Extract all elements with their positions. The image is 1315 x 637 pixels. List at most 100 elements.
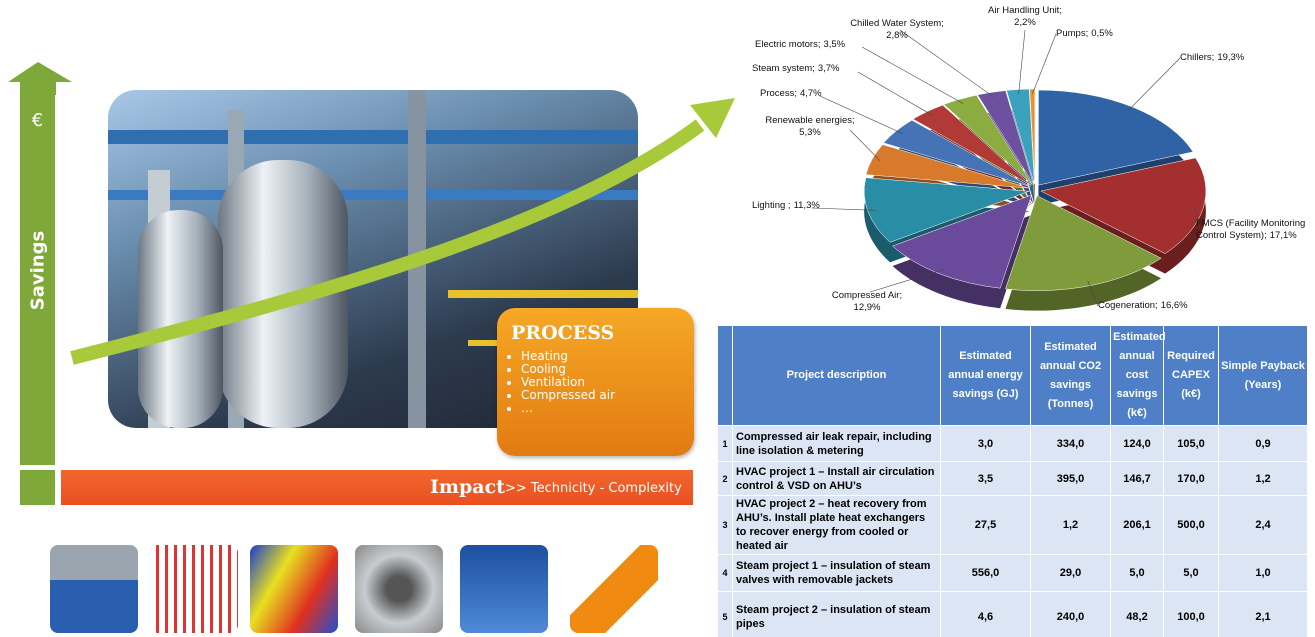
table-cell: HVAC project 1 – Install air circulation… [733,462,941,496]
table-cell: 1 [718,426,733,462]
table-cell: 0,9 [1219,426,1308,462]
table-cell: 4,6 [941,592,1031,637]
table-cell: 5,0 [1164,555,1219,592]
table-cell: 556,0 [941,555,1031,592]
table-cell: 3,0 [941,426,1031,462]
process-list: HeatingCoolingVentilationCompressed air… [497,350,694,415]
pie-label-category: Electric motors; [755,39,820,50]
table-cell: 395,0 [1031,462,1111,496]
pie-label: Compressed Air;12,9% [812,290,922,314]
pie-label: Pumps;0,5% [1056,28,1136,40]
table-cell: 240,0 [1031,592,1111,637]
header-cell: Estimated annual CO2 savings (Tonnes) [1031,326,1111,426]
pie-label-category: Air Handling Unit; [988,5,1062,16]
table-cell: 29,0 [1031,555,1111,592]
pie-label: Process;4,7% [760,88,850,100]
pie-label-value: 4,7% [800,88,822,99]
pie-chart [0,0,1315,330]
pie-label: Lighting ;11,3% [752,200,832,212]
pie-label-category: Renewable energies; [765,115,854,126]
header-cell [718,326,733,426]
pie-label-value: 5,3% [745,127,875,139]
pie-label-value: 3,7% [818,63,840,74]
pie-label: Chilled Water System;2,8% [832,18,962,42]
thumb-thermometer [570,545,658,633]
leader-line [862,47,963,104]
pie-label-category: Process; [760,88,797,99]
pie-label-category: Cogeneration; [1098,300,1158,311]
table-cell: 4 [718,555,733,592]
pie-label-category: Steam system; [752,63,815,74]
pie-label: FMCS (Facility Monitoring Control System… [1196,218,1311,242]
pie-label: Air Handling Unit;2,2% [980,5,1070,29]
table-cell: 1,2 [1219,462,1308,496]
pie-label-category: Pumps; [1056,28,1088,39]
pie-label: Steam system;3,7% [752,63,862,75]
pie-label: Renewable energies;5,3% [745,115,875,139]
pie-label: Chillers;19,3% [1180,52,1300,64]
pie-label-category: Compressed Air; [832,290,902,301]
table-cell: 105,0 [1164,426,1219,462]
table-cell: HVAC project 2 – heat recovery from AHU’… [733,496,941,555]
pie-label-category: Chilled Water System; [850,18,944,29]
table-cell: 100,0 [1164,592,1219,637]
table-cell: 1,2 [1031,496,1111,555]
process-item: … [521,402,694,415]
thumb-solar [50,545,138,633]
table-cell: 206,1 [1111,496,1164,555]
table-cell: 334,0 [1031,426,1111,462]
header-cell: Estimated annual energy savings (GJ) [941,326,1031,426]
table-cell: 5 [718,592,733,637]
pie-label: Cogeneration;16,6% [1098,300,1218,312]
pie-label-value: 17,1% [1270,230,1297,241]
table-row: 5Steam project 2 – insulation of steam p… [718,592,1308,637]
table-cell: Steam project 1 – insulation of steam va… [733,555,941,592]
pie-label-value: 16,6% [1161,300,1188,311]
table-cell: 170,0 [1164,462,1219,496]
pie-label-category: Lighting ; [752,200,791,211]
slide: € Savings Impact >> Technicity - Complex… [0,0,1315,637]
pie-label-value: 2,8% [832,30,962,42]
thumb-fans [355,545,443,633]
thumb-graph [150,545,238,633]
table-cell: Compressed air leak repair, including li… [733,426,941,462]
header-cell: Required CAPEX (k€) [1164,326,1219,426]
header-cell: Estimated annual cost savings (k€) [1111,326,1164,426]
table-cell: 48,2 [1111,592,1164,637]
impact-label: Impact [430,476,505,498]
table-cell: 5,0 [1111,555,1164,592]
impact-sub-label: >> Technicity - Complexity [505,481,682,496]
process-item: Compressed air [521,389,694,402]
pie-label-category: Chillers; [1180,52,1214,63]
axis-corner [20,470,55,505]
thumb-thermal [250,545,338,633]
process-callout: PROCESS HeatingCoolingVentilationCompres… [497,308,694,456]
leader-line [858,72,932,115]
pie-label-value: 0,5% [1091,28,1113,39]
table-cell: 2,1 [1219,592,1308,637]
header-cell: Simple Payback (Years) [1219,326,1308,426]
table-cell: 2,4 [1219,496,1308,555]
leader-line [1032,34,1056,94]
table-cell: 2 [718,462,733,496]
table-cell: 27,5 [941,496,1031,555]
leader-line [1128,58,1180,111]
table-cell: 3,5 [941,462,1031,496]
pie-label-value: 19,3% [1217,52,1244,63]
leader-line [1019,30,1025,94]
table-row: 4Steam project 1 – insulation of steam v… [718,555,1308,592]
table-cell: 146,7 [1111,462,1164,496]
header-cell: Project description [733,326,941,426]
table-cell: 1,0 [1219,555,1308,592]
pie-label-value: 12,9% [812,302,922,314]
pie-label-value: 11,3% [794,200,820,211]
table-cell: 124,0 [1111,426,1164,462]
table-cell: Steam project 2 – insulation of steam pi… [733,592,941,637]
thumb-wind [460,545,548,633]
table-cell: 500,0 [1164,496,1219,555]
